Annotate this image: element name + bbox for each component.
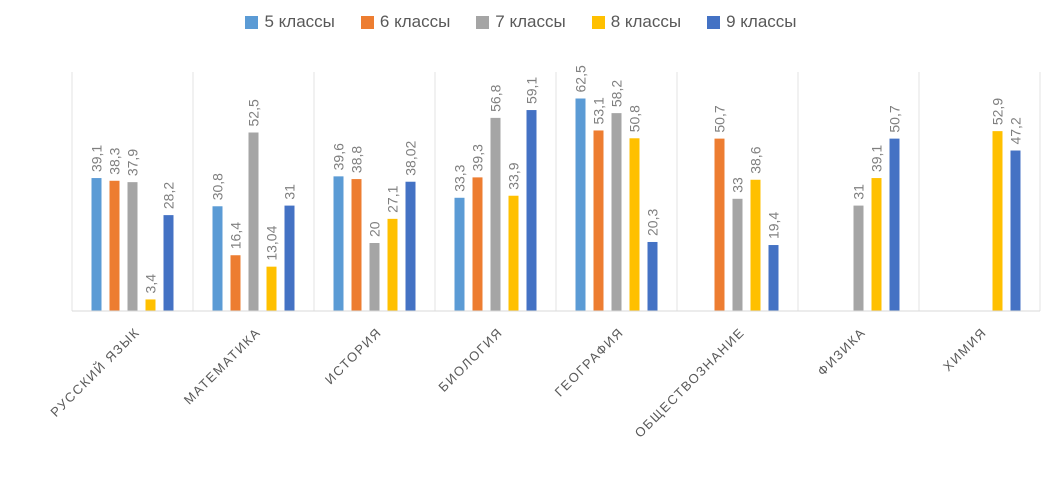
bar xyxy=(387,218,398,311)
data-label: 16,4 xyxy=(228,222,244,249)
bar xyxy=(714,138,725,311)
data-label: 33 xyxy=(730,177,746,193)
data-label: 56,8 xyxy=(488,84,504,111)
data-label: 47,2 xyxy=(1008,117,1024,144)
data-label: 52,9 xyxy=(990,98,1006,125)
data-label: 52,5 xyxy=(246,99,262,126)
bar xyxy=(1010,150,1021,311)
legend-item: 6 классы xyxy=(360,12,451,32)
legend-label: 9 классы xyxy=(726,12,797,31)
bar xyxy=(853,205,864,311)
bar xyxy=(508,195,519,311)
x-tick-label: ГЕОГРАФИЯ xyxy=(552,325,627,400)
x-tick-label: ХИМИЯ xyxy=(940,325,990,375)
bar xyxy=(629,138,640,311)
x-tick-label: ФИЗИКА xyxy=(814,325,868,379)
bar xyxy=(889,138,900,311)
data-label: 58,2 xyxy=(609,80,625,107)
bar xyxy=(248,132,259,311)
bar xyxy=(369,243,380,311)
data-label: 28,2 xyxy=(161,182,177,209)
data-label: 27,1 xyxy=(385,185,401,212)
data-label: 50,7 xyxy=(887,105,903,132)
legend-item: 5 классы xyxy=(245,12,335,32)
bar xyxy=(871,178,882,311)
data-label: 33,9 xyxy=(506,162,522,189)
legend-swatch xyxy=(245,15,259,29)
data-label: 20 xyxy=(367,221,383,237)
bar xyxy=(127,182,138,311)
legend-label: 7 классы xyxy=(495,12,566,31)
bar xyxy=(212,206,223,311)
data-label: 38,02 xyxy=(403,140,419,175)
data-label: 50,7 xyxy=(712,105,728,132)
data-label: 62,5 xyxy=(573,65,589,92)
bar xyxy=(351,179,362,311)
bar xyxy=(266,266,277,311)
data-label: 53,1 xyxy=(591,97,607,124)
data-label: 30,8 xyxy=(210,173,226,200)
legend-swatch xyxy=(360,15,374,29)
bar xyxy=(732,198,743,311)
data-label: 38,6 xyxy=(748,146,764,173)
x-tick-label: МАТЕМАТИКА xyxy=(181,325,264,408)
bar xyxy=(163,215,174,311)
bar xyxy=(768,245,779,311)
data-label: 39,6 xyxy=(331,143,347,170)
bar xyxy=(109,180,120,311)
bar xyxy=(593,130,604,311)
data-label: 20,3 xyxy=(645,209,661,236)
data-label: 13,04 xyxy=(264,225,280,260)
data-label: 39,1 xyxy=(869,145,885,172)
legend-item: 7 классы xyxy=(476,12,566,32)
data-label: 38,8 xyxy=(349,146,365,173)
bar xyxy=(333,176,344,311)
x-tick-label: БИОЛОГИЯ xyxy=(435,325,505,395)
data-label: 50,8 xyxy=(627,105,643,132)
data-label: 59,1 xyxy=(524,77,540,104)
legend-label: 5 классы xyxy=(264,12,335,31)
bar xyxy=(526,110,537,311)
x-tick-label: РУССКИЙ ЯЗЫК xyxy=(47,325,142,420)
bar xyxy=(91,178,102,311)
bar xyxy=(575,98,586,311)
bar xyxy=(992,131,1003,311)
data-label: 33,3 xyxy=(452,164,468,191)
legend-label: 6 классы xyxy=(379,12,451,31)
chart-legend: 5 классы 6 классы 7 классы 8 классы 9 классы xyxy=(0,12,1042,32)
bar xyxy=(405,181,416,311)
bar xyxy=(454,197,465,311)
data-label: 39,1 xyxy=(89,145,105,172)
bar xyxy=(145,299,156,311)
legend-item: 8 классы xyxy=(591,12,682,32)
data-label: 19,4 xyxy=(766,212,782,239)
bar xyxy=(472,177,483,311)
data-label: 31 xyxy=(851,184,867,200)
data-label: 39,3 xyxy=(470,144,486,171)
data-label: 37,9 xyxy=(125,149,141,176)
legend-swatch xyxy=(707,15,721,29)
legend-label: 8 классы xyxy=(610,12,682,31)
data-label: 31 xyxy=(282,184,298,200)
bar xyxy=(230,255,241,311)
data-label: 38,3 xyxy=(107,147,123,174)
x-tick-label: ОБЩЕСТВОЗНАНИЕ xyxy=(632,325,748,441)
bar xyxy=(284,205,295,311)
legend-swatch xyxy=(476,15,490,29)
bar xyxy=(750,179,761,311)
bar xyxy=(490,117,501,311)
legend-item: 9 классы xyxy=(707,12,797,32)
bar xyxy=(647,241,658,311)
x-tick-label: ИСТОРИЯ xyxy=(322,325,385,388)
bar xyxy=(611,113,622,312)
legend-swatch xyxy=(591,15,605,29)
data-label: 3,4 xyxy=(143,274,159,294)
